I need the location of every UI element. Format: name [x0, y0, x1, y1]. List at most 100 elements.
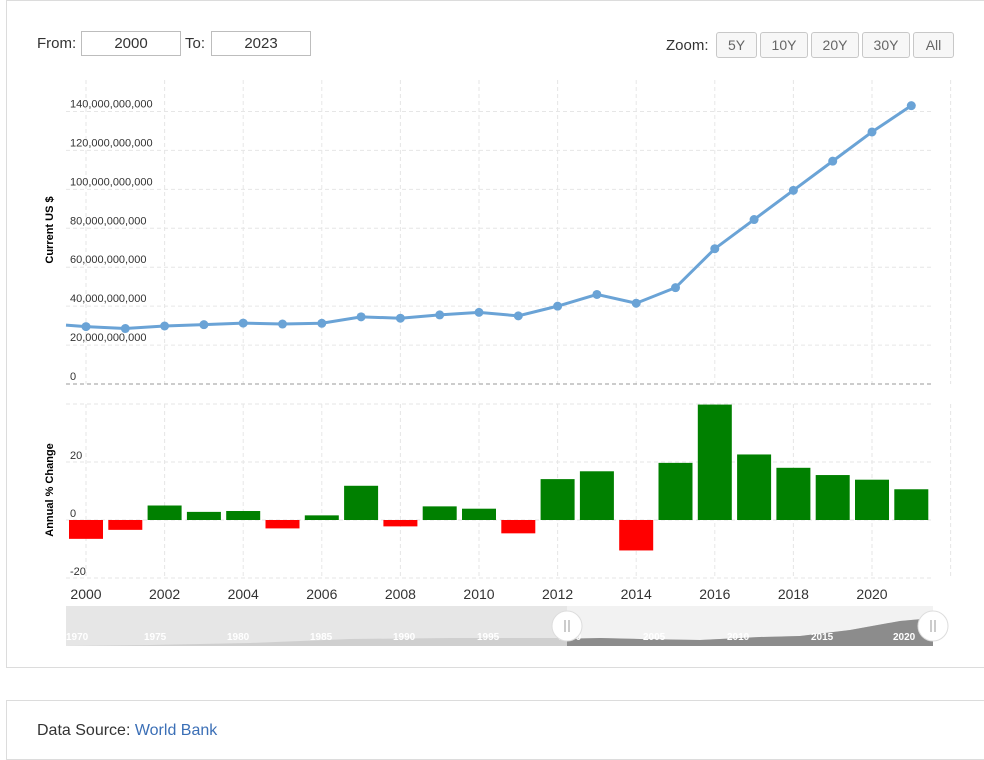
bar-y-tick-label: 0	[70, 508, 76, 520]
from-year-input[interactable]: 2000	[81, 31, 181, 56]
bar	[894, 489, 929, 520]
x-tick-label: 2010	[463, 586, 494, 602]
line-point	[906, 101, 916, 111]
navigator-label: 1995	[477, 632, 500, 643]
navigator-label: 2005	[643, 632, 666, 643]
zoom-all-button[interactable]: All	[913, 32, 954, 58]
navigator-label: 1990	[393, 632, 416, 643]
line-point	[199, 320, 209, 330]
line-chart-y-axis-title: Current US $	[44, 196, 56, 263]
x-tick-label: 2018	[778, 586, 809, 602]
x-tick-label: 2000	[70, 586, 101, 602]
line-point	[592, 289, 602, 299]
bar	[108, 520, 143, 530]
bar	[697, 404, 732, 520]
navigator-right-handle[interactable]	[917, 610, 949, 642]
bar-y-tick-label: -20	[70, 566, 86, 578]
navigator-label: 2015	[811, 632, 834, 643]
x-tick-label: 2004	[228, 586, 259, 602]
bar	[579, 471, 614, 520]
line-path	[65, 104, 913, 331]
bar	[226, 511, 261, 520]
bar	[462, 508, 496, 520]
data-source-label: Data Source:	[37, 722, 131, 739]
x-tick-label: 2020	[856, 586, 887, 602]
to-year-input[interactable]: 2023	[211, 31, 311, 56]
navigator-left-handle[interactable]	[551, 610, 583, 642]
line-y-tick-label: 120,000,000,000	[70, 137, 153, 149]
bar	[265, 520, 300, 529]
bar	[737, 454, 772, 520]
bar	[501, 520, 536, 534]
bar	[147, 505, 182, 520]
line-point	[238, 318, 248, 328]
line-y-tick-label: 60,000,000,000	[70, 254, 146, 266]
bar-chart-y-axis: -20 0 20	[70, 450, 86, 578]
line-point	[435, 310, 445, 320]
navigator-label: 2020	[893, 632, 916, 643]
bar-series	[69, 404, 929, 551]
x-tick-label: 2002	[149, 586, 180, 602]
line-point	[120, 324, 130, 334]
line-point	[395, 313, 405, 323]
data-source: Data Source: World Bank	[37, 722, 217, 740]
line-chart-grid	[66, 80, 952, 385]
bar	[344, 485, 379, 520]
line-point	[710, 244, 720, 254]
line-point	[671, 283, 680, 293]
line-point	[81, 322, 91, 332]
line-point	[631, 298, 641, 308]
navigator-label: 1980	[227, 632, 250, 643]
line-y-tick-label: 100,000,000,000	[70, 176, 153, 188]
line-point	[867, 127, 877, 137]
zoom-30y-button[interactable]: 30Y	[862, 32, 910, 58]
x-tick-label: 2008	[385, 586, 416, 602]
navigator-labels: 1970197519801985199019952000200520102015…	[66, 632, 916, 643]
navigator-label: 1975	[144, 632, 167, 643]
line-point	[828, 156, 838, 166]
line-point	[317, 318, 327, 328]
line-y-tick-label: 140,000,000,000	[70, 99, 153, 111]
navigator-label: 2010	[727, 632, 750, 643]
navigator-label: 1970	[66, 632, 89, 643]
line-chart-y-axis: 0 20,000,000,000 40,000,000,000 60,000,000,…	[70, 99, 153, 384]
bar	[776, 467, 811, 520]
line-y-tick-label: 20,000,000,000	[70, 332, 146, 344]
navigator-area-selected	[567, 618, 933, 646]
x-tick-label: 2006	[306, 586, 337, 602]
x-tick-label: 2016	[699, 586, 730, 602]
line-point	[160, 321, 170, 331]
line-series	[65, 101, 916, 334]
zoom-20y-button[interactable]: 20Y	[811, 32, 859, 58]
bar	[383, 520, 418, 527]
bar	[815, 475, 850, 520]
line-point	[513, 311, 523, 321]
bar	[619, 520, 654, 551]
zoom-label: Zoom:	[666, 37, 709, 54]
line-point	[356, 312, 366, 322]
x-axis: 2000 2002 2004 2006 2008 2010 2012 2014 2016 2018…	[70, 586, 887, 602]
from-label: From:	[37, 35, 77, 52]
bar-chart-y-axis-title: Annual % Change	[44, 443, 56, 537]
bar	[540, 479, 575, 520]
zoom-10y-button[interactable]: 10Y	[760, 32, 808, 58]
navigator-label: 1985	[310, 632, 333, 643]
bar	[855, 479, 889, 520]
to-label: To:	[185, 35, 206, 52]
x-tick-label: 2012	[542, 586, 573, 602]
line-y-tick-label: 80,000,000,000	[70, 215, 146, 227]
chart-svg: 0 20,000,000,000 40,000,000,000 60,000,000,…	[44, 80, 952, 646]
range-navigator[interactable]: 1970197519801985199019952000200520102015…	[66, 606, 949, 646]
bar	[422, 506, 457, 520]
bar	[304, 515, 339, 520]
bar	[658, 462, 693, 520]
bar	[186, 511, 221, 520]
line-y-tick-label: 0	[70, 371, 76, 383]
zoom-5y-button[interactable]: 5Y	[716, 32, 757, 58]
line-point	[553, 301, 563, 311]
data-source-link[interactable]: World Bank	[134, 722, 218, 739]
line-point	[749, 215, 759, 225]
bar-y-tick-label: 20	[70, 450, 82, 462]
x-tick-label: 2014	[621, 586, 652, 602]
line-point	[788, 185, 798, 195]
